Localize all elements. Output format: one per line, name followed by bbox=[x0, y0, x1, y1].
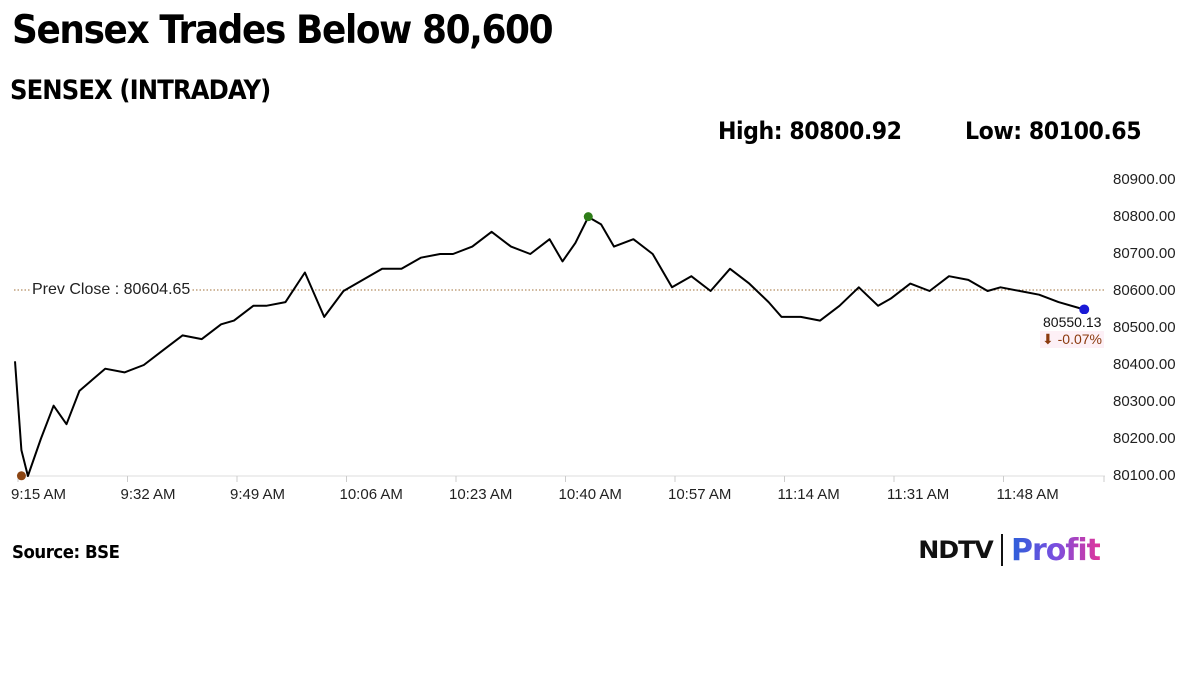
y-tick-label: 80100.00 bbox=[1113, 467, 1176, 484]
high-point-marker bbox=[583, 212, 593, 222]
low-value: Low: 80100.65 bbox=[965, 117, 1142, 145]
page-title: Sensex Trades Below 80,600 bbox=[12, 8, 554, 53]
source-label: Source: BSE bbox=[12, 542, 120, 563]
x-tick-label: 11:48 AM bbox=[996, 486, 1059, 503]
x-tick-label: 11:31 AM bbox=[887, 486, 950, 503]
chart-subtitle: SENSEX (INTRADAY) bbox=[10, 75, 271, 106]
x-tick-label: 9:15 AM bbox=[11, 486, 67, 503]
prev-close-label: Prev Close : 80604.65 bbox=[30, 281, 193, 299]
x-tick-label: 10:06 AM bbox=[339, 486, 403, 503]
y-tick-label: 80400.00 bbox=[1113, 356, 1176, 373]
y-tick-label: 80200.00 bbox=[1113, 430, 1176, 447]
ndtv-profit-logo: NDTV Profit bbox=[918, 532, 1101, 568]
x-axis bbox=[17, 475, 1105, 482]
logo-profit-text: Profit bbox=[1010, 532, 1101, 568]
high-value: High: 80800.92 bbox=[718, 117, 902, 145]
y-tick-label: 80700.00 bbox=[1113, 245, 1176, 262]
y-tick-label: 80500.00 bbox=[1113, 319, 1176, 336]
logo-ndtv-text: NDTV bbox=[918, 536, 994, 564]
y-tick-label: 80900.00 bbox=[1113, 171, 1176, 188]
x-tick-label: 9:32 AM bbox=[120, 486, 176, 503]
change-percent-label: ⬇ -0.07% bbox=[1040, 331, 1104, 348]
x-tick-label: 10:23 AM bbox=[449, 486, 513, 503]
x-tick-label: 10:40 AM bbox=[558, 486, 622, 503]
last-point-marker bbox=[1079, 304, 1090, 315]
logo-divider bbox=[1000, 534, 1003, 566]
sensex-price-line bbox=[14, 216, 1085, 477]
x-tick-label: 9:49 AM bbox=[230, 486, 286, 503]
x-tick-label: 10:57 AM bbox=[668, 486, 732, 503]
y-tick-label: 80800.00 bbox=[1113, 208, 1176, 225]
y-tick-label: 80300.00 bbox=[1113, 393, 1176, 410]
last-price-label: 80550.13 bbox=[1043, 314, 1102, 330]
y-tick-label: 80600.00 bbox=[1113, 282, 1176, 299]
x-tick-label: 11:14 AM bbox=[777, 486, 840, 503]
low-point-marker bbox=[16, 471, 26, 481]
